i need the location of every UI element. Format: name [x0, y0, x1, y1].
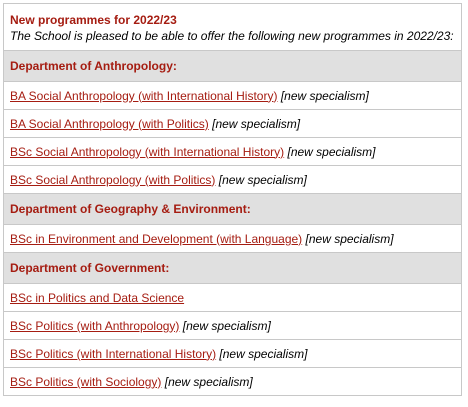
programme-link[interactable]: BSc Social Anthropology (with Politics) [10, 172, 216, 187]
programme-link[interactable]: BSc in Environment and Development (with… [10, 231, 303, 246]
department-header-row: Department of Government: [3, 252, 462, 284]
programme-link[interactable]: BSc in Politics and Data Science [10, 290, 185, 305]
department-header-cell: Department of Anthropology: [3, 50, 462, 82]
specialism-note: [new specialism] [182, 318, 271, 333]
department-header-cell: Department of Geography & Environment: [3, 193, 462, 225]
programme-link[interactable]: BSc Politics (with Anthropology) [10, 318, 180, 333]
programme-cell: BSc Politics (with Anthropology) [new sp… [3, 311, 462, 340]
programme-row: BSc Social Anthropology (with Politics) … [3, 165, 462, 194]
programme-row: BA Social Anthropology (with Politics) [… [3, 109, 462, 138]
specialism-note: [new specialism] [305, 231, 394, 246]
programme-cell: BSc Social Anthropology (with Politics) … [3, 165, 462, 194]
specialism-note: [new specialism] [164, 374, 253, 389]
department-name: Department of Government: [10, 261, 170, 275]
specialism-note: [new specialism] [280, 88, 369, 103]
intro-title: New programmes for 2022/23 [10, 13, 177, 27]
programme-row: BSc Politics (with International History… [3, 339, 462, 368]
department-name: Department of Anthropology: [10, 59, 177, 73]
specialism-note: [new specialism] [218, 172, 307, 187]
department-header-row: Department of Anthropology: [3, 50, 462, 82]
intro-cell: New programmes for 2022/23 The School is… [3, 3, 462, 51]
specialism-note: [new specialism] [219, 346, 308, 361]
programme-link[interactable]: BSc Politics (with Sociology) [10, 374, 162, 389]
programme-row: BSc in Environment and Development (with… [3, 224, 462, 253]
department-header-row: Department of Geography & Environment: [3, 193, 462, 225]
programmes-table: New programmes for 2022/23 The School is… [3, 3, 462, 396]
programme-cell: BSc Social Anthropology (with Internatio… [3, 137, 462, 166]
programme-row: BA Social Anthropology (with Internation… [3, 81, 462, 110]
programme-row: BSc Social Anthropology (with Internatio… [3, 137, 462, 166]
specialism-note: [new specialism] [287, 144, 376, 159]
programme-cell: BSc Politics (with International History… [3, 339, 462, 368]
programme-cell: BSc in Politics and Data Science [3, 283, 462, 312]
programme-row: BSc Politics (with Anthropology) [new sp… [3, 311, 462, 340]
programme-cell: BA Social Anthropology (with Politics) [… [3, 109, 462, 138]
programme-cell: BA Social Anthropology (with Internation… [3, 81, 462, 110]
programme-cell: BSc in Environment and Development (with… [3, 224, 462, 253]
specialism-note: [new specialism] [212, 116, 301, 131]
intro-subtitle: The School is pleased to be able to offe… [10, 29, 454, 43]
department-header-cell: Department of Government: [3, 252, 462, 284]
programme-link[interactable]: BA Social Anthropology (with Internation… [10, 88, 278, 103]
programme-link[interactable]: BSc Social Anthropology (with Internatio… [10, 144, 285, 159]
intro-row: New programmes for 2022/23 The School is… [3, 3, 462, 51]
programme-row: BSc in Politics and Data Science [3, 283, 462, 312]
programme-link[interactable]: BA Social Anthropology (with Politics) [10, 116, 209, 131]
programme-cell: BSc Politics (with Sociology) [new speci… [3, 367, 462, 396]
programme-row: BSc Politics (with Sociology) [new speci… [3, 367, 462, 396]
programme-link[interactable]: BSc Politics (with International History… [10, 346, 217, 361]
department-name: Department of Geography & Environment: [10, 202, 251, 216]
